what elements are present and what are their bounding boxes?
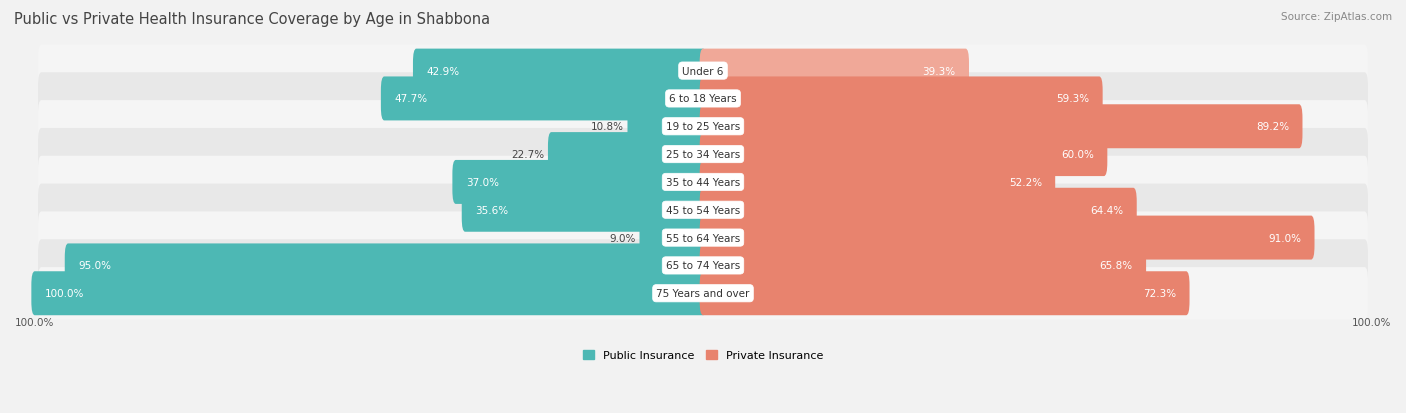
Text: 72.3%: 72.3%	[1143, 289, 1177, 299]
FancyBboxPatch shape	[700, 133, 1108, 177]
Text: 25 to 34 Years: 25 to 34 Years	[666, 150, 740, 160]
Text: 9.0%: 9.0%	[610, 233, 636, 243]
Legend: Public Insurance, Private Insurance: Public Insurance, Private Insurance	[579, 346, 827, 365]
Text: 35.6%: 35.6%	[475, 205, 508, 215]
Text: 65.8%: 65.8%	[1099, 261, 1133, 271]
FancyBboxPatch shape	[461, 188, 706, 232]
FancyBboxPatch shape	[700, 161, 1054, 204]
FancyBboxPatch shape	[700, 188, 1136, 232]
FancyBboxPatch shape	[548, 133, 706, 177]
Text: Public vs Private Health Insurance Coverage by Age in Shabbona: Public vs Private Health Insurance Cover…	[14, 12, 491, 27]
Text: 42.9%: 42.9%	[426, 66, 460, 76]
FancyBboxPatch shape	[38, 268, 1368, 320]
Text: 64.4%: 64.4%	[1090, 205, 1123, 215]
FancyBboxPatch shape	[700, 244, 1146, 288]
FancyBboxPatch shape	[700, 272, 1189, 316]
Text: 19 to 25 Years: 19 to 25 Years	[666, 122, 740, 132]
FancyBboxPatch shape	[640, 216, 706, 260]
Text: 39.3%: 39.3%	[922, 66, 956, 76]
Text: 22.7%: 22.7%	[512, 150, 544, 160]
Text: Source: ZipAtlas.com: Source: ZipAtlas.com	[1281, 12, 1392, 22]
FancyBboxPatch shape	[700, 50, 969, 93]
FancyBboxPatch shape	[38, 45, 1368, 97]
Text: 65 to 74 Years: 65 to 74 Years	[666, 261, 740, 271]
FancyBboxPatch shape	[700, 77, 1102, 121]
FancyBboxPatch shape	[31, 272, 706, 316]
FancyBboxPatch shape	[700, 105, 1302, 149]
Text: Under 6: Under 6	[682, 66, 724, 76]
Text: 6 to 18 Years: 6 to 18 Years	[669, 94, 737, 104]
Text: 95.0%: 95.0%	[79, 261, 111, 271]
FancyBboxPatch shape	[38, 184, 1368, 236]
Text: 45 to 54 Years: 45 to 54 Years	[666, 205, 740, 215]
FancyBboxPatch shape	[38, 73, 1368, 125]
FancyBboxPatch shape	[38, 101, 1368, 153]
FancyBboxPatch shape	[627, 105, 706, 149]
Text: 37.0%: 37.0%	[465, 178, 499, 188]
FancyBboxPatch shape	[38, 240, 1368, 292]
FancyBboxPatch shape	[453, 161, 706, 204]
FancyBboxPatch shape	[38, 212, 1368, 264]
Text: 47.7%: 47.7%	[394, 94, 427, 104]
Text: 100.0%: 100.0%	[45, 289, 84, 299]
Text: 89.2%: 89.2%	[1256, 122, 1289, 132]
Text: 55 to 64 Years: 55 to 64 Years	[666, 233, 740, 243]
FancyBboxPatch shape	[65, 244, 706, 288]
Text: 10.8%: 10.8%	[591, 122, 624, 132]
Text: 35 to 44 Years: 35 to 44 Years	[666, 178, 740, 188]
Text: 59.3%: 59.3%	[1056, 94, 1090, 104]
Text: 52.2%: 52.2%	[1008, 178, 1042, 188]
Text: 75 Years and over: 75 Years and over	[657, 289, 749, 299]
Text: 60.0%: 60.0%	[1062, 150, 1094, 160]
FancyBboxPatch shape	[700, 216, 1315, 260]
FancyBboxPatch shape	[413, 50, 706, 93]
FancyBboxPatch shape	[38, 128, 1368, 181]
FancyBboxPatch shape	[381, 77, 706, 121]
Text: 91.0%: 91.0%	[1268, 233, 1301, 243]
FancyBboxPatch shape	[38, 157, 1368, 209]
